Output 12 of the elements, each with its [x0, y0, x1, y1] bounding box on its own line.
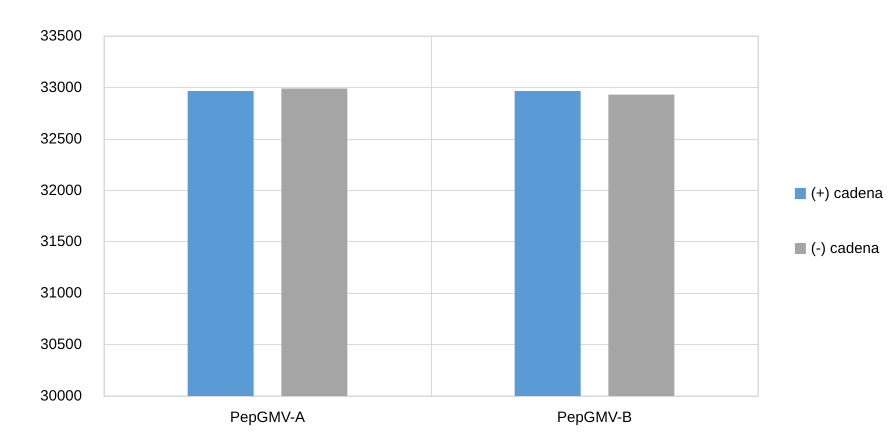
legend-label: (-) cadena: [810, 240, 880, 257]
legend-label: (+) cadena: [810, 185, 884, 202]
y-tick-label: 33000: [40, 78, 82, 96]
y-tick-label: 31500: [40, 233, 82, 250]
x-tick-label: PepGMV-A: [230, 409, 306, 426]
y-tick-label: 32000: [40, 182, 82, 199]
y-tick-label: 32500: [40, 130, 82, 148]
y-tick-label: 30500: [40, 336, 82, 354]
y-tick-label: 31000: [40, 284, 82, 302]
y-tick-label: 33500: [40, 28, 82, 44]
x-tick-label: PepGMV-B: [556, 409, 632, 426]
y-tick-label: 30000: [40, 388, 82, 404]
